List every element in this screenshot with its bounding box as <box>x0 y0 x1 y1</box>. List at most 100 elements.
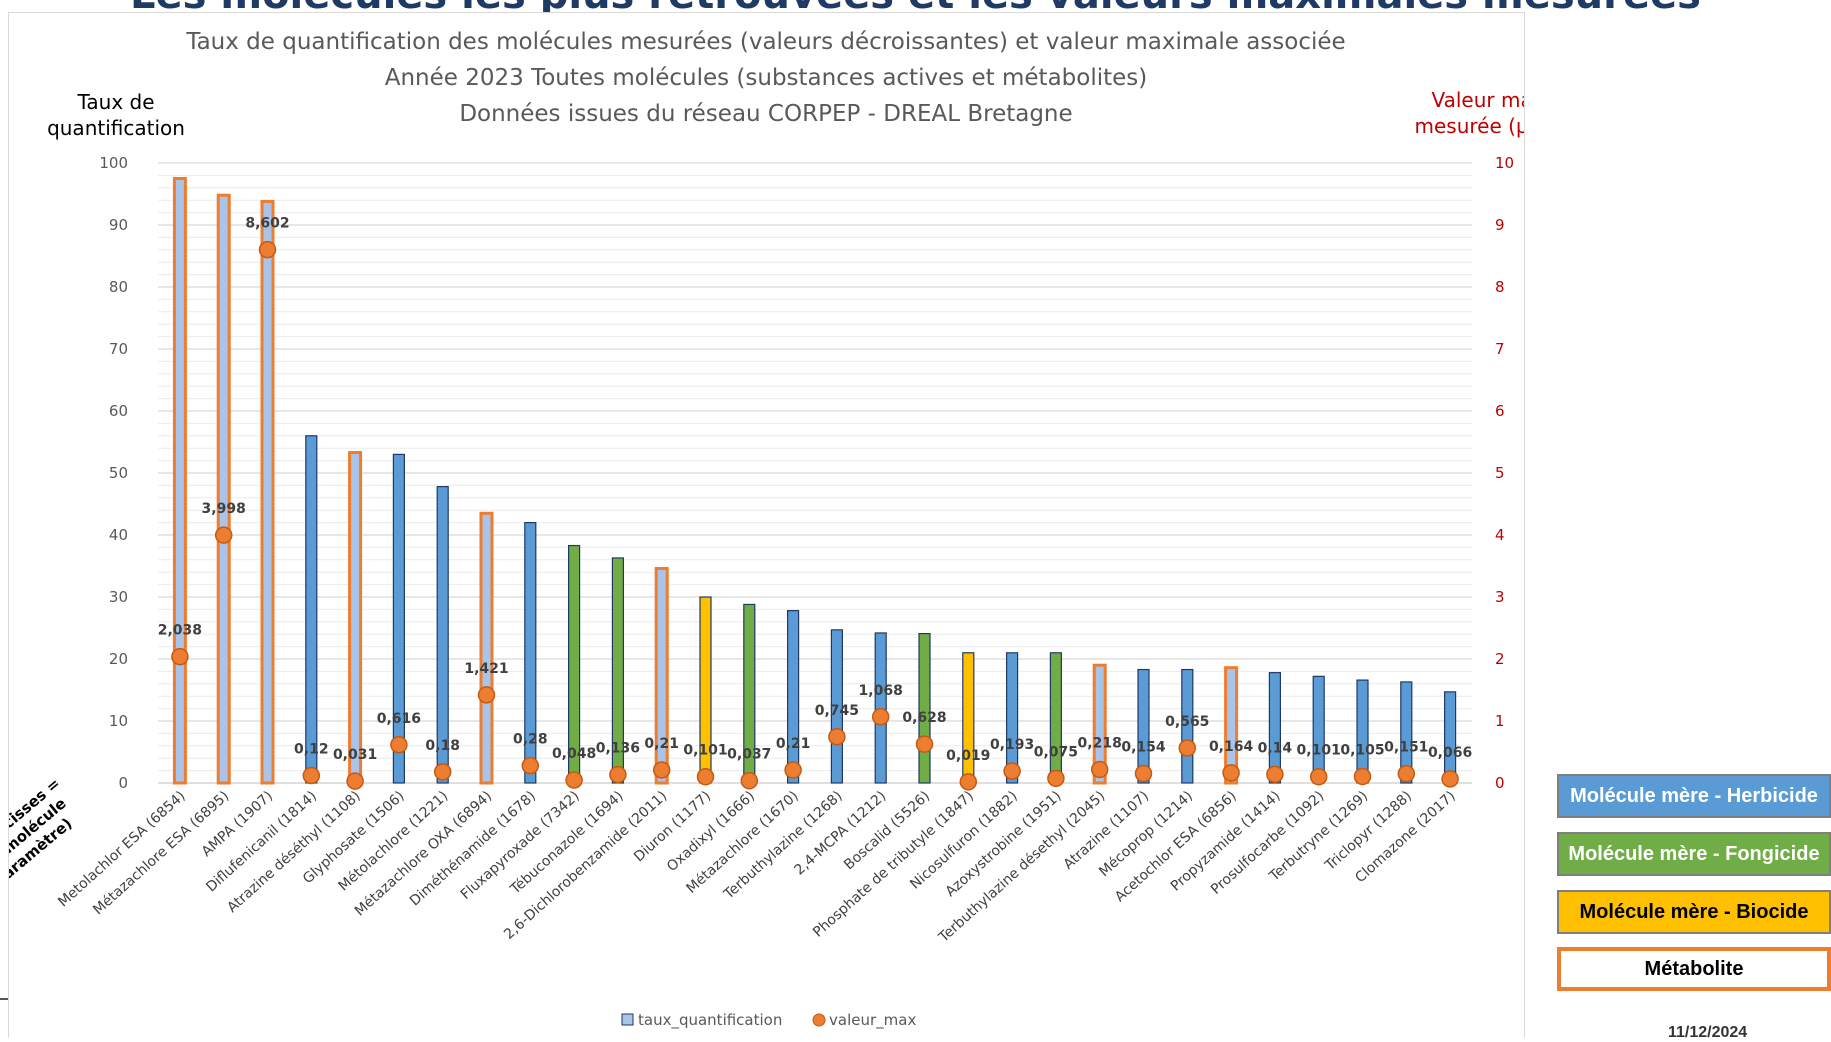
bar-27 <box>1356 679 1369 784</box>
point-27 <box>1353 767 1372 786</box>
bar-21 <box>1092 663 1107 785</box>
point-12 <box>696 767 715 786</box>
type-legend-biocide: Molécule mère - Biocide <box>1557 890 1831 934</box>
bar-1 <box>216 193 231 785</box>
value-label: 0,21 <box>644 736 679 752</box>
bar-11 <box>654 566 669 785</box>
bars <box>172 177 1457 785</box>
right-tick-label: 7 <box>1495 340 1505 358</box>
legend-label-bar: taux_quantification <box>638 1011 782 1030</box>
point-8 <box>521 756 540 775</box>
point-3 <box>302 766 321 785</box>
value-label: 1,421 <box>464 661 508 677</box>
type-legend-metabolite: Métabolite <box>1557 947 1831 991</box>
point-18 <box>959 773 978 791</box>
bar-7 <box>479 511 494 785</box>
bar-26 <box>1312 675 1325 784</box>
point-21 <box>1090 760 1109 779</box>
value-label: 0,164 <box>1209 739 1254 755</box>
value-label: 0,193 <box>990 737 1034 753</box>
bar-15 <box>830 629 844 784</box>
right-tick-label: 10 <box>1495 154 1514 172</box>
point-19 <box>1003 762 1021 780</box>
point-25 <box>1266 765 1284 784</box>
chart-title-line: Données issues du réseau CORPEP - DREAL … <box>459 101 1072 127</box>
chart-title-line: Année 2023 Toutes molécules (substances … <box>385 65 1148 91</box>
value-label: 0,151 <box>1384 740 1428 756</box>
value-label: 0,628 <box>902 710 946 726</box>
value-label: 0,136 <box>596 741 640 757</box>
value-label: 0,105 <box>1340 742 1384 758</box>
bar-17 <box>918 632 931 784</box>
point-16 <box>871 708 890 726</box>
legend-swatch-point <box>812 1013 826 1027</box>
bar-14 <box>786 610 800 784</box>
left-tick-label: 100 <box>99 154 128 172</box>
left-tick-label: 70 <box>109 340 128 358</box>
value-label: 0,019 <box>946 748 990 764</box>
value-label: 0,14 <box>1258 740 1293 756</box>
point-23 <box>1178 739 1197 757</box>
value-label: 2,038 <box>158 623 202 639</box>
right-tick-label: 3 <box>1495 588 1505 606</box>
value-label: 0,616 <box>377 711 421 727</box>
value-label: 0,101 <box>683 743 727 759</box>
gridlines <box>158 162 1472 784</box>
value-label: 0,075 <box>1034 744 1078 760</box>
value-label: 0,21 <box>776 736 811 752</box>
point-13 <box>740 771 759 790</box>
page-date: 11/12/2024 <box>1668 1024 1748 1041</box>
point-0 <box>171 647 189 666</box>
bar-22 <box>1137 668 1150 784</box>
right-axis-label-line: Valeur max <box>1431 88 1524 112</box>
series-legend: taux_quantification valeur_max <box>621 1011 916 1030</box>
category-labels: Metolachlor ESA (6854)Métazachlore ESA (… <box>55 788 1459 946</box>
right-tick-label: 1 <box>1495 712 1505 730</box>
bar-4 <box>348 451 363 785</box>
right-tick-label: 9 <box>1495 216 1505 234</box>
value-label: 0,12 <box>294 742 329 758</box>
legend-label-point: valeur_max <box>829 1011 916 1030</box>
right-tick-label: 5 <box>1495 464 1505 482</box>
right-axis-ticks: 0 1 2 3 4 5 6 7 8 9 10 <box>1495 154 1514 792</box>
value-label: 1,068 <box>859 683 903 699</box>
value-label: 0,28 <box>513 732 548 748</box>
point-2 <box>258 240 277 259</box>
bar-2 <box>260 199 275 785</box>
point-7 <box>477 686 496 704</box>
bar-28 <box>1400 681 1413 784</box>
left-tick-label: 0 <box>118 774 128 792</box>
value-label: 0,218 <box>1078 735 1122 751</box>
point-28 <box>1397 764 1416 783</box>
value-label: 8,602 <box>245 216 289 232</box>
value-label: 0,048 <box>552 746 596 762</box>
left-tick-label: 20 <box>109 650 128 668</box>
left-axis-label-line: Taux de <box>76 90 154 114</box>
value-label: 0,18 <box>425 738 460 754</box>
point-20 <box>1047 769 1065 788</box>
right-tick-label: 6 <box>1495 402 1505 420</box>
value-label: 0,066 <box>1428 745 1472 761</box>
value-label: 0,745 <box>815 703 859 719</box>
point-22 <box>1134 764 1153 783</box>
category-label: 2,6-Dichlorobenzamide (2011) <box>501 788 670 943</box>
chart-title-line: Taux de quantification des molécules mes… <box>185 29 1345 55</box>
left-tick-label: 30 <box>109 588 128 606</box>
bar-8 <box>524 522 537 784</box>
right-axis-label-line: mesurée (µg/l) <box>1415 114 1524 138</box>
chart-svg: Taux de quantification des molécules mes… <box>0 29 1561 1030</box>
left-tick-label: 90 <box>109 216 128 234</box>
point-11 <box>652 761 671 779</box>
left-tick-label: 80 <box>109 278 128 296</box>
type-legend-fongicide: Molécule mère - Fongicide <box>1557 832 1831 876</box>
point-24 <box>1222 764 1240 782</box>
bar-29 <box>1443 691 1457 784</box>
value-label: 0,565 <box>1165 714 1209 730</box>
point-15 <box>828 728 846 746</box>
left-tick-label: 10 <box>109 712 128 730</box>
right-tick-label: 0 <box>1495 774 1505 792</box>
chart-panel: Taux de quantification des molécules mes… <box>0 12 1561 1038</box>
legend-swatch-bar <box>621 1013 634 1026</box>
left-axis-ticks: 0 10 20 30 40 50 60 70 80 90 100 <box>99 154 128 792</box>
